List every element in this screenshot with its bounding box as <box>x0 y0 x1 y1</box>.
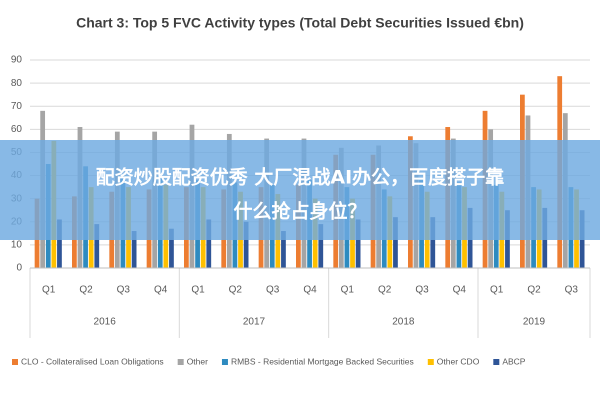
legend-label: Other <box>187 356 208 366</box>
bar <box>281 231 286 268</box>
bar <box>94 224 100 268</box>
x-tick-label: Q2 <box>79 285 93 296</box>
legend-swatch <box>427 359 434 365</box>
y-tick-label: 10 <box>11 240 23 251</box>
x-tick-label: Q1 <box>42 285 56 296</box>
chart-title: Chart 3: Top 5 FVC Activity types (Total… <box>76 15 524 31</box>
bar <box>430 217 436 268</box>
x-tick-label: Q3 <box>415 285 429 296</box>
overlay-banner <box>0 140 600 240</box>
legend-swatch <box>12 359 18 365</box>
group-label: 2019 <box>523 317 546 328</box>
bar <box>169 228 174 268</box>
bar <box>206 219 212 268</box>
bar <box>355 219 361 268</box>
bar <box>243 221 249 268</box>
legend-label: ABCP <box>502 356 525 366</box>
overlay-text: 什么抢占身位？ <box>233 200 366 223</box>
bar <box>393 217 398 268</box>
legend-label: RMBS - Residential Mortgage Backed Secur… <box>231 356 414 366</box>
bar <box>318 224 324 268</box>
y-tick-label: 90 <box>11 55 23 66</box>
legend-swatch <box>221 359 228 365</box>
y-tick-label: 0 <box>16 263 22 274</box>
x-tick-label: Q3 <box>266 285 280 296</box>
overlay-text: 配资炒股配资优秀 大厂混战AI办公，百度搭子靠 <box>96 166 504 189</box>
x-tick-label: Q1 <box>341 285 355 296</box>
x-tick-label: Q4 <box>303 285 317 296</box>
legend-swatch <box>177 359 184 365</box>
group-label: 2016 <box>94 317 117 328</box>
x-tick-label: Q2 <box>378 285 392 296</box>
x-tick-label: Q2 <box>229 285 243 296</box>
legend-label: Other CDO <box>437 356 480 366</box>
x-tick-label: Q2 <box>527 285 541 296</box>
legend-label: CLO - Collateralised Loan Obligations <box>21 356 164 366</box>
x-tick-label: Q4 <box>154 285 168 296</box>
group-label: 2018 <box>392 317 415 328</box>
y-tick-label: 80 <box>11 78 23 89</box>
bar <box>131 231 137 268</box>
group-label: 2017 <box>243 317 266 328</box>
x-tick-label: Q3 <box>565 285 579 296</box>
bar <box>57 219 62 268</box>
legend-swatch <box>493 359 500 365</box>
x-tick-label: Q1 <box>191 285 205 296</box>
y-tick-label: 60 <box>11 124 23 135</box>
x-tick-label: Q1 <box>490 285 504 296</box>
x-tick-label: Q4 <box>453 285 467 296</box>
y-tick-label: 70 <box>11 101 23 112</box>
x-tick-label: Q3 <box>117 285 131 296</box>
